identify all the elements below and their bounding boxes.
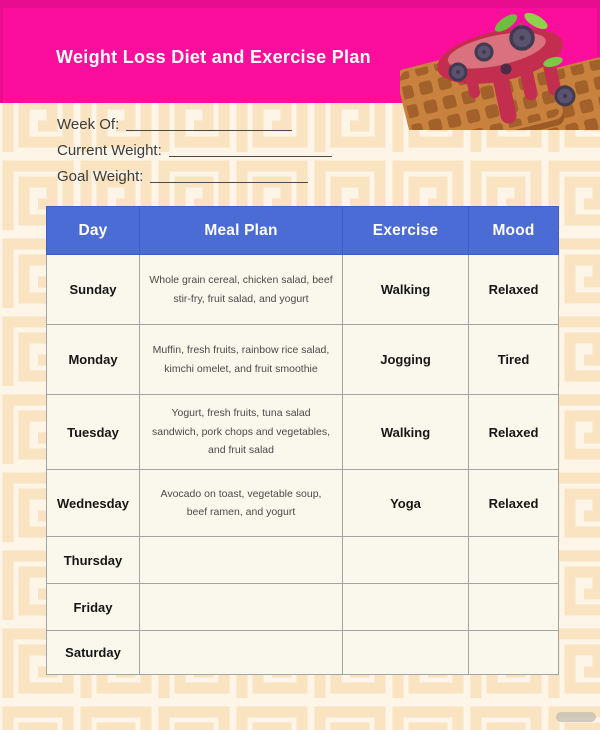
current-weight-fill-line xyxy=(168,144,332,157)
exercise-cell: Jogging xyxy=(342,324,469,395)
column-header-exercise: Exercise xyxy=(342,206,469,255)
weekly-plan-table: Day Meal Plan Exercise Mood Sunday Whole… xyxy=(46,206,559,675)
day-cell: Thursday xyxy=(46,536,140,584)
exercise-cell xyxy=(342,583,469,631)
table-row-wednesday: Wednesday Avocado on toast, vegetable so… xyxy=(46,469,559,537)
exercise-cell: Yoga xyxy=(342,469,469,537)
page-title: Weight Loss Diet and Exercise Plan xyxy=(56,47,371,67)
table-row-sunday: Sunday Whole grain cereal, chicken salad… xyxy=(46,254,559,325)
table-row-saturday: Saturday xyxy=(46,630,559,675)
day-cell: Wednesday xyxy=(46,469,140,537)
table-row-friday: Friday xyxy=(46,583,559,631)
meal-plan-cell xyxy=(139,630,343,675)
day-cell: Sunday xyxy=(46,254,140,325)
goal-weight-fill-line xyxy=(150,170,309,183)
table-row-monday: Monday Muffin, fresh fruits, rainbow ric… xyxy=(46,324,559,395)
mood-cell xyxy=(468,536,559,584)
day-cell: Monday xyxy=(46,324,140,395)
exercise-cell: Walking xyxy=(342,254,469,325)
field-current-weight: Current Weight: xyxy=(57,142,332,159)
leaf xyxy=(494,14,518,32)
day-cell: Saturday xyxy=(46,630,140,675)
meal-plan-cell: Muffin, fresh fruits, rainbow rice salad… xyxy=(139,324,343,395)
mood-cell xyxy=(468,630,559,675)
exercise-cell xyxy=(342,630,469,675)
blueberries xyxy=(448,25,576,107)
mood-cell: Relaxed xyxy=(468,394,559,470)
current-weight-label: Current Weight: xyxy=(57,142,162,159)
meal-plan-cell: Yogurt, fresh fruits, tuna salad sandwic… xyxy=(139,394,343,470)
column-header-mood: Mood xyxy=(468,206,559,255)
fill-in-fields: Week Of: Current Weight: Goal Weight: xyxy=(57,116,332,194)
day-cell: Friday xyxy=(46,583,140,631)
mood-cell: Tired xyxy=(468,324,559,395)
meal-plan-cell xyxy=(139,536,343,584)
table-row-tuesday: Tuesday Yogurt, fresh fruits, tuna salad… xyxy=(46,394,559,470)
watermark-badge xyxy=(556,712,596,722)
mood-cell: Relaxed xyxy=(468,254,559,325)
week-of-label: Week Of: xyxy=(57,116,120,133)
mood-cell: Relaxed xyxy=(468,469,559,537)
waffle-illustration xyxy=(400,12,600,130)
exercise-cell xyxy=(342,536,469,584)
leaf xyxy=(524,12,548,30)
column-header-meal-plan: Meal Plan xyxy=(139,206,343,255)
table-row-thursday: Thursday xyxy=(46,536,559,584)
leaf xyxy=(543,56,563,68)
field-week-of: Week Of: xyxy=(57,116,332,133)
mood-cell xyxy=(468,583,559,631)
meal-plan-cell: Avocado on toast, vegetable soup, beef r… xyxy=(139,469,343,537)
goal-weight-label: Goal Weight: xyxy=(57,168,144,185)
column-header-day: Day xyxy=(46,206,140,255)
day-cell: Tuesday xyxy=(46,394,140,470)
week-of-fill-line xyxy=(126,118,293,131)
exercise-cell: Walking xyxy=(342,394,469,470)
meal-plan-cell: Whole grain cereal, chicken salad, beef … xyxy=(139,254,343,325)
table-header-row: Day Meal Plan Exercise Mood xyxy=(46,206,559,255)
meal-plan-cell xyxy=(139,583,343,631)
field-goal-weight: Goal Weight: xyxy=(57,168,332,185)
